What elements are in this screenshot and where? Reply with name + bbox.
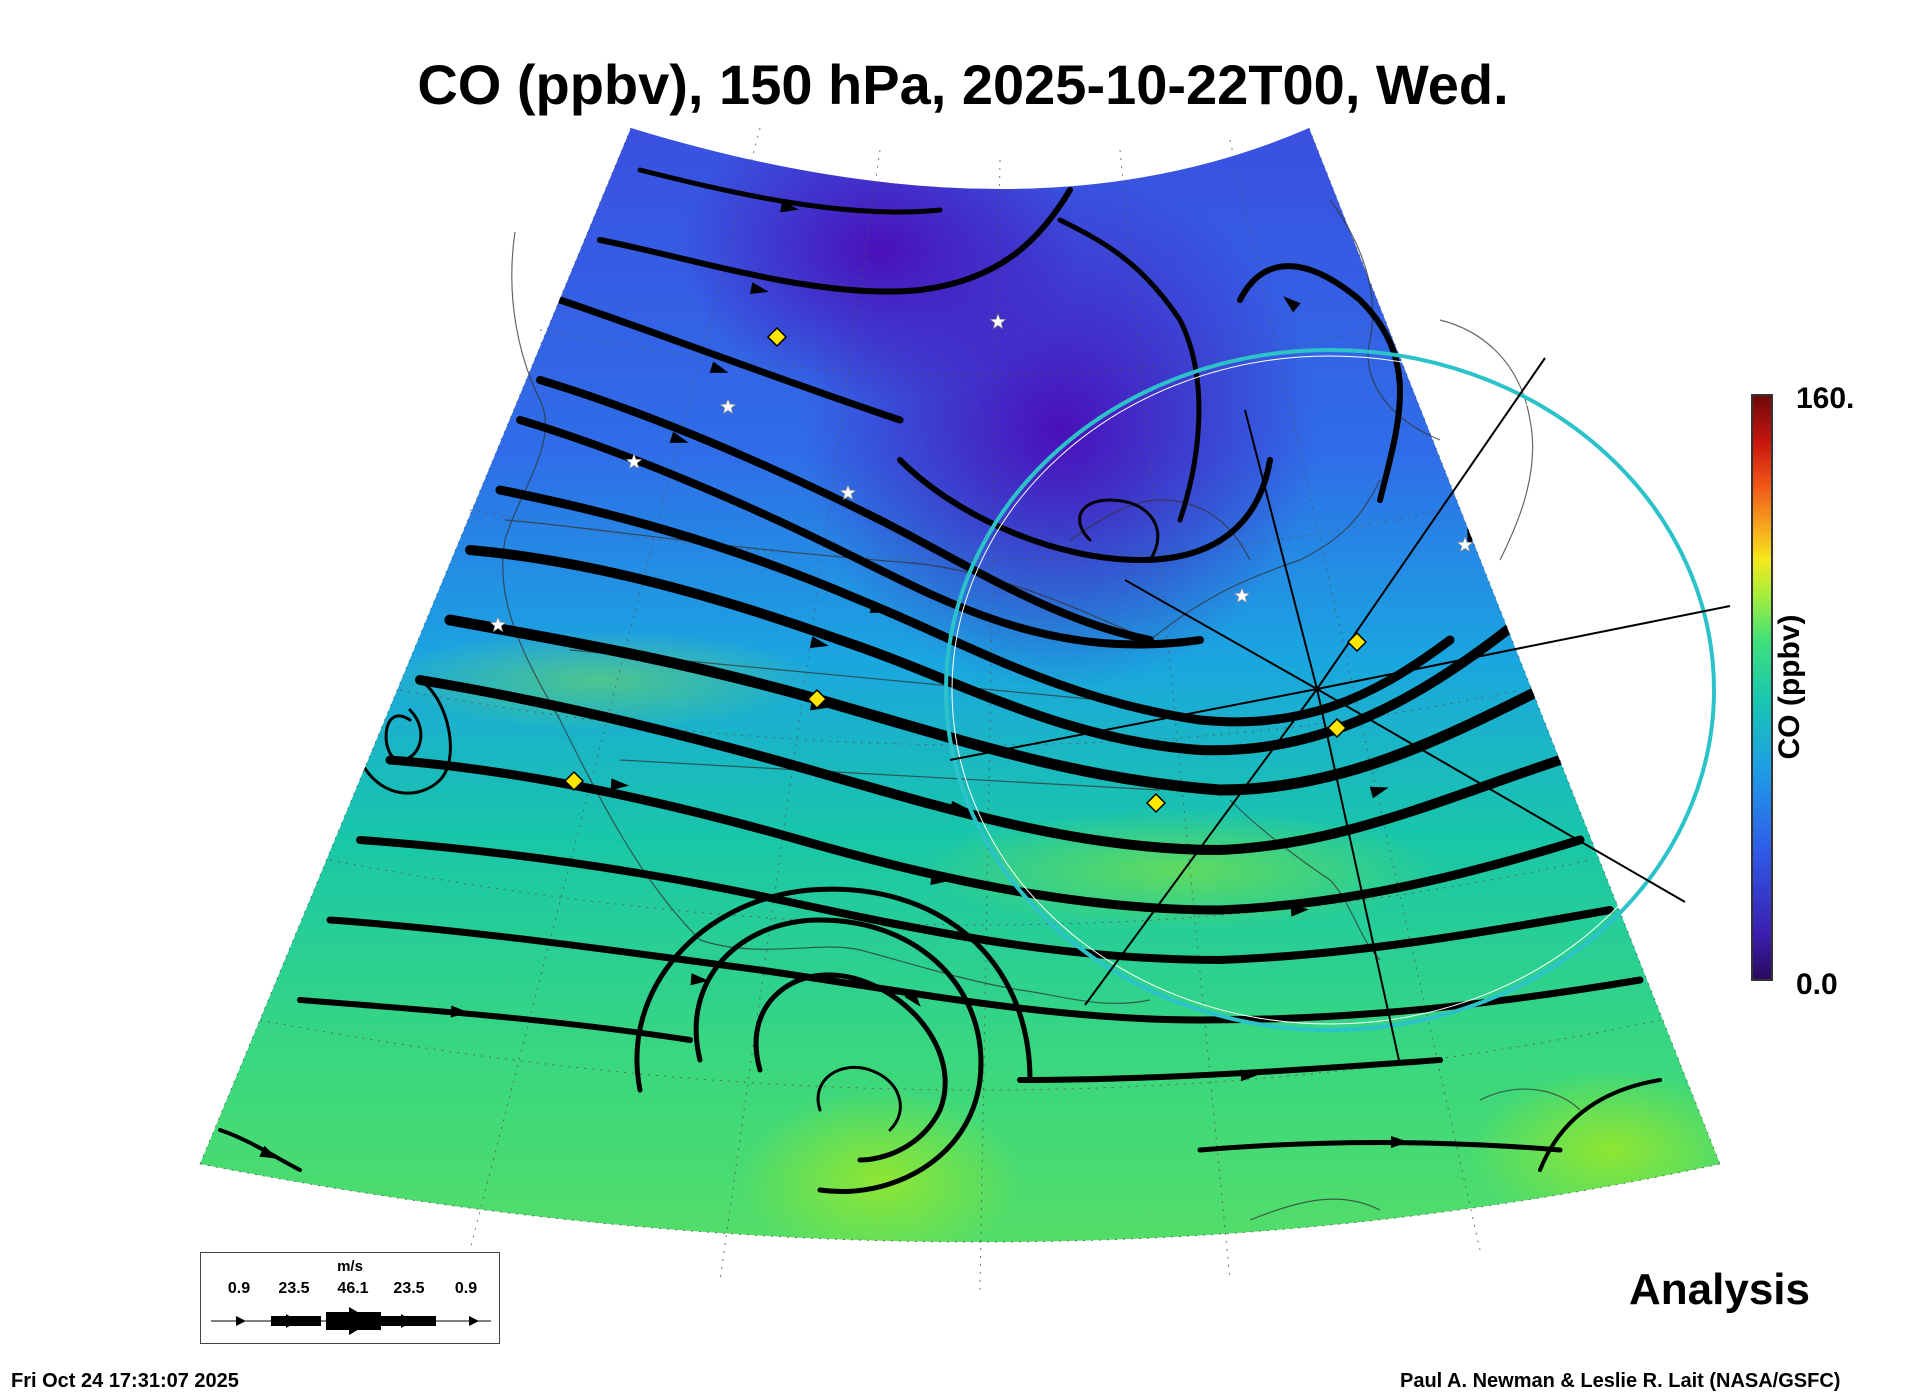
streamline-arrow-icon [904,989,921,1007]
yellow-diamond-icon [1326,717,1348,739]
station-stars [489,313,1474,633]
colorbar-max-label: 160. [1796,382,1855,415]
legend-tick-label: 23.5 [393,1280,425,1297]
chart-title: CO (ppbv), 150 hPa, 2025-10-22T00, Wed. [417,53,1509,116]
streamline-arrow-icon [869,601,889,613]
white-star-icon [625,453,643,470]
streamline-arrow-icon [690,973,709,986]
timestamp: Fri Oct 24 17:31:07 2025 [11,1370,239,1392]
streamline-arrow-icon [1369,786,1389,799]
radial-line [1316,688,1686,903]
streamlines [218,167,1662,1194]
legend-unit: m/s [337,1258,363,1275]
colorbar [1751,394,1773,981]
radial-line [1316,605,1731,690]
streamline-arrow-icon [780,200,799,213]
site-diamonds [563,326,1368,814]
radial-line [1084,688,1318,1006]
streamline-arrow-icon [930,873,949,886]
white-star-icon [839,484,857,501]
radial-line [1316,357,1546,690]
streamline-arrow-icon [809,636,829,648]
streamline-arrow-icon [1391,1136,1409,1148]
wind-speed-legend: m/s 0.9 23.5 46.1 23.5 0.9 [200,1252,500,1344]
radial-line [1124,579,1318,690]
streamline-arrow-icon [450,1005,469,1018]
radial-line [1244,409,1318,690]
yellow-diamond-icon [766,326,788,348]
legend-tick-label: 23.5 [278,1280,310,1297]
credit: Paul A. Newman & Leslie R. Lait (NASA/GS… [1400,1370,1841,1392]
colorbar-min-label: 0.0 [1796,968,1838,1001]
yellow-diamond-icon [1346,631,1368,653]
yellow-diamond-icon [563,770,585,792]
yellow-diamond-icon [1145,792,1167,814]
legend-tick-label: 0.9 [227,1280,251,1297]
streamline-arrow-icon [749,282,769,294]
radial-line [1316,688,1401,1066]
white-star-icon [1233,587,1251,604]
streamline-arrow-icon [950,800,969,813]
legend-wind-arrows [211,1307,491,1335]
legend-tick-label: 46.1 [337,1280,369,1297]
white-star-icon [489,616,507,633]
streamline-arrow-icon [1283,296,1301,313]
white-star-icon [989,313,1007,330]
product-label: Analysis [1629,1265,1810,1314]
range-ring-overlay [944,348,1731,1066]
co-field [200,128,1720,1242]
white-star-icon [1456,536,1474,553]
streamline-arrow-icon [610,778,629,791]
streamline-arrow-icon [709,361,729,373]
white-star-icon [719,398,737,415]
yellow-diamond-icon [806,688,828,710]
streamline-arrow-icon [259,1145,279,1159]
streamline-arrow-icon [1290,904,1309,917]
radial-line [949,688,1318,761]
range-ring [944,348,1716,1032]
streamline-arrow-icon [1240,1069,1259,1082]
legend-tick-label: 0.9 [454,1280,478,1297]
streamline-arrow-icon [669,431,689,443]
